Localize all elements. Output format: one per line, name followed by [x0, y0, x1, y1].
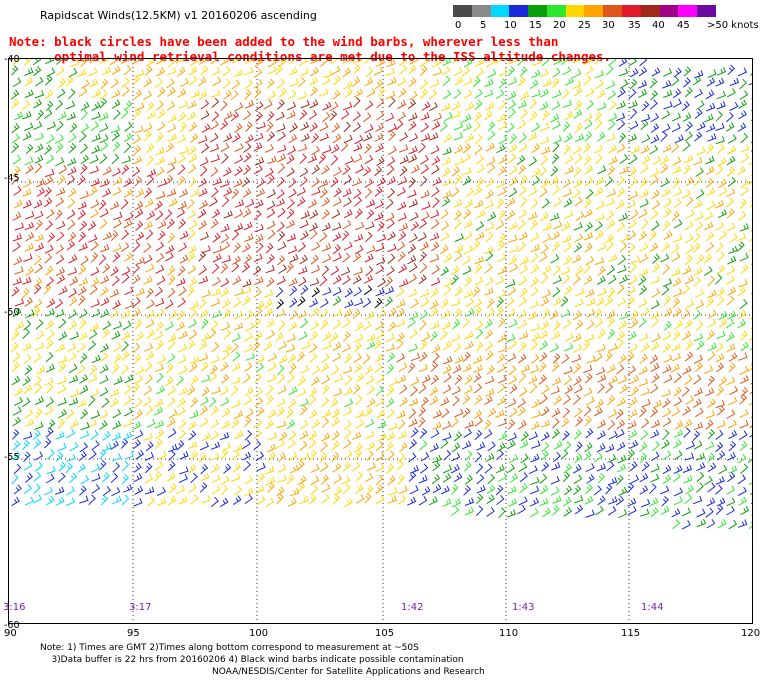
lon-label-100: 100 — [249, 628, 269, 639]
lon-label-95: 95 — [127, 628, 140, 639]
colorbar-swatch — [509, 5, 529, 17]
colorbar-swatch — [546, 5, 566, 17]
footnote-line-2: 3)Data buffer is 22 hrs from 20160206 4)… — [40, 655, 464, 665]
wind-barb — [10, 59, 752, 530]
colorbar-label: 5 — [480, 20, 487, 31]
barb-group — [10, 59, 752, 530]
time-label-2: 3:17 — [129, 602, 152, 613]
wind-barb — [11, 59, 752, 530]
lat-label-40: -40 — [4, 54, 20, 65]
wind-barb — [11, 59, 752, 530]
wind-barb — [11, 428, 134, 507]
time-label-5: 1:44 — [641, 602, 664, 613]
lon-label-110: 110 — [499, 628, 519, 639]
colorbar-label: 35 — [628, 20, 641, 31]
colorbar-label: 40 — [652, 20, 665, 31]
colorbar-labels: 0 5 10 15 20 25 30 35 40 45 >50 knots — [453, 20, 760, 34]
colorbar-label: 45 — [677, 20, 690, 31]
note-line-2: optimal wind retrieval conditions are me… — [9, 49, 612, 64]
lat-label-60: -60 — [4, 620, 20, 631]
time-label-3: 1:42 — [401, 602, 424, 613]
colorbar-label: 10 — [504, 20, 517, 31]
colorbar-swatch — [584, 5, 604, 17]
wind-barb — [10, 97, 752, 431]
colorbar-swatch — [528, 5, 547, 17]
wind-barb — [276, 285, 383, 310]
lon-label-90: 90 — [4, 628, 17, 639]
colorbar-swatch — [490, 5, 510, 17]
colorbar-label: 25 — [578, 20, 591, 31]
footnote: Note: 1) Times are GMT 2)Times along bot… — [40, 642, 464, 666]
lon-label-105: 105 — [375, 628, 395, 639]
colorbar-swatch — [603, 5, 623, 17]
colorbar-swatch — [565, 5, 585, 17]
colorbar-swatch — [659, 5, 679, 17]
colorbar-label: >50 knots — [707, 20, 759, 31]
time-label-4: 1:43 — [512, 602, 535, 613]
wind-barb-map — [8, 58, 753, 624]
footnote-line-1: Note: 1) Times are GMT 2)Times along bot… — [40, 643, 419, 653]
wind-barb — [12, 59, 752, 507]
colorbar-swatch — [640, 5, 660, 17]
wind-speed-colorbar — [453, 5, 716, 17]
colorbar-swatch — [471, 5, 491, 17]
lat-label-45: -45 — [4, 173, 20, 184]
wind-barb — [198, 97, 440, 288]
time-label-1: 3:16 — [3, 602, 26, 613]
colorbar-label: 15 — [529, 20, 542, 31]
wind-barbs-layer — [9, 59, 752, 623]
map-title: Rapidscat Winds(12.5KM) v1 20160206 asce… — [40, 9, 317, 22]
colorbar-swatch — [453, 5, 472, 17]
credit-line: NOAA/NESDIS/Center for Satellite Applica… — [212, 667, 485, 677]
colorbar-swatch — [697, 5, 716, 17]
lat-label-50: -50 — [4, 307, 20, 318]
wind-barb — [10, 59, 752, 508]
colorbar-swatch — [678, 5, 698, 17]
lon-label-120: 120 — [741, 628, 760, 639]
colorbar-label: 30 — [602, 20, 615, 31]
colorbar-swatch — [622, 5, 641, 17]
colorbar-label: 20 — [553, 20, 566, 31]
wind-barb — [11, 99, 442, 310]
colorbar-label: 0 — [455, 20, 462, 31]
note-line-1: Note: black circles have been added to t… — [9, 34, 559, 49]
lat-label-55: -55 — [4, 452, 20, 463]
contamination-note: Note: black circles have been added to t… — [9, 34, 611, 64]
lon-label-115: 115 — [621, 628, 641, 639]
